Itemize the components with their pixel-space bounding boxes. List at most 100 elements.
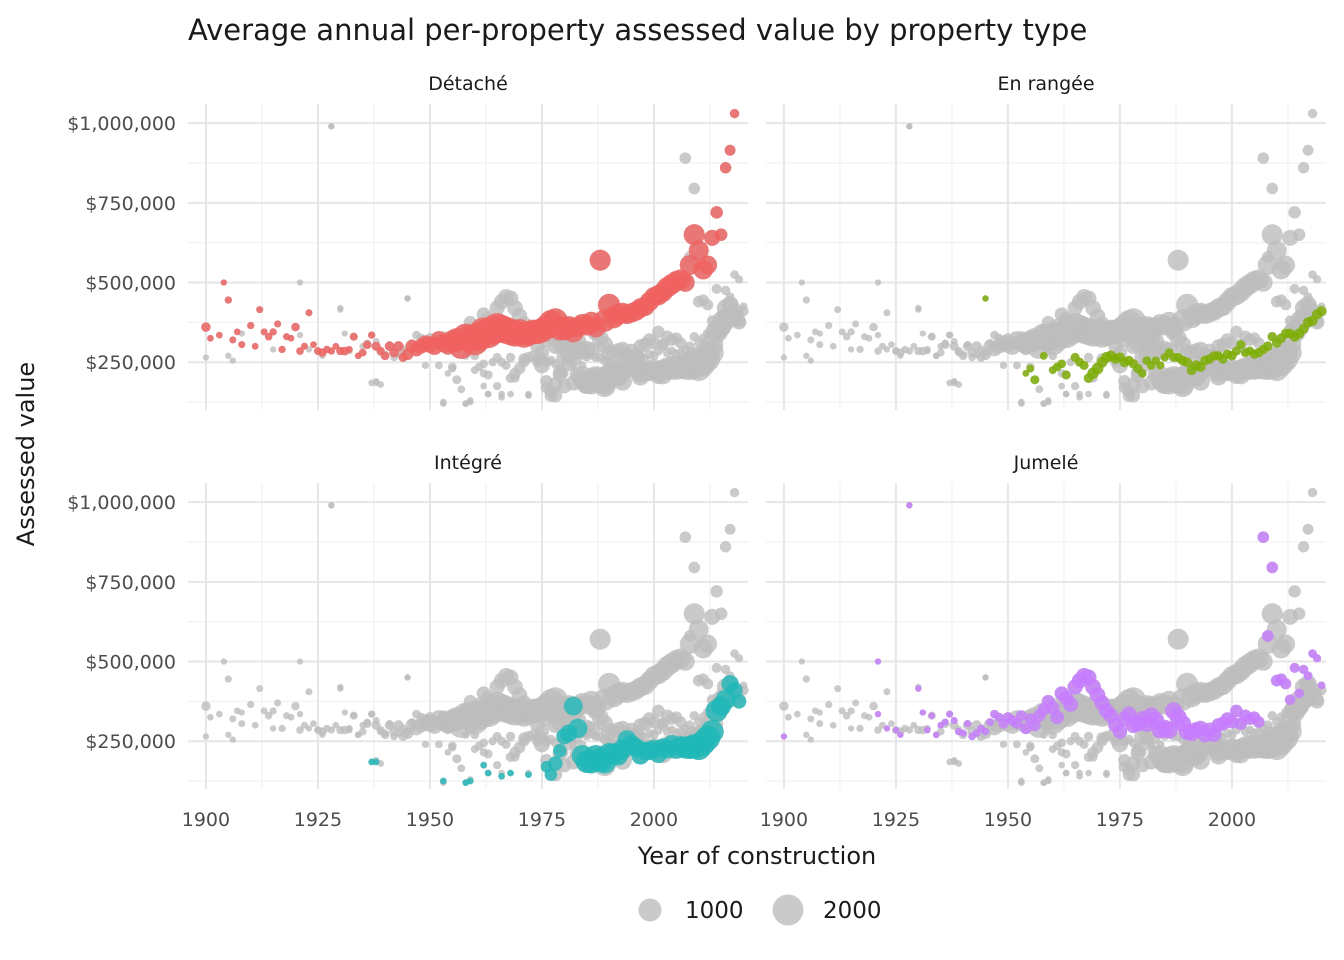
background-point	[869, 701, 878, 711]
series-point	[1028, 719, 1041, 732]
series-point	[714, 228, 728, 241]
background-point	[928, 333, 936, 341]
series-point	[269, 328, 277, 336]
background-point	[1035, 764, 1044, 773]
background-point	[533, 357, 550, 374]
series-point	[332, 342, 340, 350]
background-point	[479, 748, 488, 757]
background-point	[999, 361, 1008, 370]
background-point	[452, 754, 462, 764]
background-point	[698, 634, 718, 654]
background-point	[368, 710, 376, 718]
x-tick-label: 1925	[872, 809, 920, 831]
background-point	[225, 352, 232, 359]
background-point	[816, 720, 824, 728]
background-point	[720, 285, 731, 296]
y-tick-label: $250,000	[85, 731, 176, 753]
background-point	[711, 283, 722, 294]
series-point	[1156, 361, 1165, 370]
series-point	[466, 777, 474, 785]
series-point	[1137, 369, 1147, 378]
series-point	[1182, 357, 1192, 368]
background-point	[492, 760, 502, 770]
series-point	[928, 712, 936, 720]
background-point	[479, 359, 489, 369]
series-point	[1011, 718, 1023, 729]
series-point	[959, 729, 967, 737]
background-point	[202, 354, 210, 361]
series-point	[1079, 360, 1089, 370]
background-point	[1085, 769, 1092, 777]
background-point	[1167, 249, 1189, 271]
series-point	[1312, 654, 1322, 663]
background-point	[798, 279, 806, 286]
series-point	[1317, 681, 1326, 690]
background-point	[1288, 585, 1301, 598]
background-point	[702, 299, 714, 311]
background-point	[852, 320, 860, 328]
series-point	[368, 331, 376, 339]
background-point	[404, 674, 411, 681]
y-tick-label: $250,000	[85, 352, 176, 374]
background-point	[1096, 732, 1108, 744]
background-point	[807, 357, 814, 364]
background-point	[561, 356, 577, 372]
background-point	[1280, 299, 1292, 311]
background-point	[274, 699, 282, 707]
background-point	[1063, 318, 1079, 333]
series-point	[950, 716, 958, 724]
background-point	[834, 306, 842, 314]
background-point	[905, 726, 914, 734]
background-point	[1079, 739, 1089, 749]
x-tick-label: 1975	[1096, 809, 1144, 831]
series-point	[349, 332, 358, 341]
background-point	[296, 279, 304, 286]
series-point	[345, 345, 353, 353]
background-point	[1261, 251, 1274, 263]
background-point	[919, 330, 926, 337]
background-point	[1310, 692, 1324, 707]
background-point	[1302, 144, 1314, 156]
background-point	[548, 388, 563, 403]
background-point	[802, 675, 810, 683]
series-point	[982, 295, 989, 302]
background-point	[472, 710, 487, 725]
background-point	[278, 724, 286, 733]
background-point	[1085, 390, 1092, 398]
series-point	[981, 727, 990, 736]
background-point	[450, 719, 463, 732]
background-point	[1062, 390, 1070, 398]
background-point	[305, 725, 313, 732]
background-point	[897, 352, 904, 359]
background-point	[883, 346, 891, 353]
background-point	[327, 726, 336, 734]
background-point	[260, 707, 268, 715]
series-point	[291, 322, 300, 332]
background-point	[345, 726, 353, 734]
series-point	[688, 240, 709, 261]
background-point	[874, 726, 882, 734]
series-point	[238, 341, 246, 349]
background-point	[1028, 340, 1041, 353]
background-point	[1076, 769, 1083, 777]
background-point	[779, 322, 789, 332]
background-point	[314, 726, 322, 734]
series-point	[1289, 662, 1300, 673]
background-point	[803, 731, 810, 738]
background-point	[905, 347, 914, 355]
background-point	[982, 674, 989, 681]
background-point	[1012, 361, 1021, 370]
background-point	[883, 688, 891, 696]
background-point	[408, 718, 416, 726]
background-point	[372, 716, 380, 724]
series-point	[1257, 531, 1270, 544]
background-point	[1048, 351, 1058, 361]
facet-strip-label: Détaché	[428, 73, 508, 95]
background-point	[986, 339, 994, 347]
series-point	[233, 328, 241, 336]
background-point	[803, 352, 810, 359]
series-point	[224, 296, 232, 304]
background-point	[525, 390, 532, 398]
background-point	[1292, 607, 1306, 620]
